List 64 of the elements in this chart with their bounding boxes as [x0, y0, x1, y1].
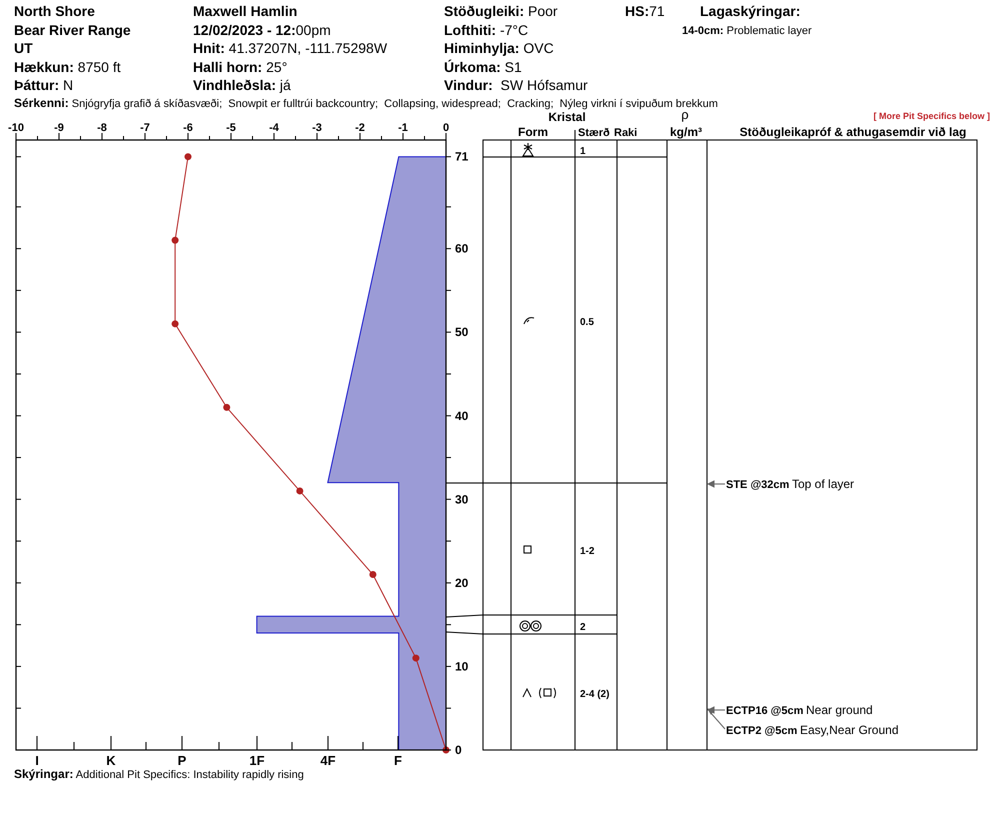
text: Stöðugleikapróf & athugasemdir við lag [740, 125, 966, 139]
text: 1F [249, 753, 265, 768]
text: Maxwell Hamlin [193, 3, 298, 19]
y-tick-label: 10 [455, 659, 469, 674]
text: K [106, 753, 116, 768]
text: 4F [320, 753, 336, 768]
text: Lofthiti: -7°C [444, 22, 528, 38]
text: ECTP2 @5cm [726, 725, 798, 737]
x-tick-label: -1 [398, 122, 408, 134]
text: Lagaskýringar: [700, 3, 800, 19]
text: I [35, 753, 39, 768]
text: 1-2 [580, 546, 595, 557]
text: [ More Pit Specifics below ] [873, 111, 990, 121]
text: 2 [580, 622, 586, 633]
text: North Shore [14, 3, 96, 19]
text: P [178, 753, 187, 768]
y-tick-label: 20 [455, 576, 469, 590]
x-tick-label: -2 [355, 122, 365, 134]
text: Easy,Near Ground [800, 723, 898, 737]
text: UT [14, 40, 34, 56]
text: Hækkun: 8750 ft [14, 59, 121, 75]
y-tick-label: 40 [455, 408, 469, 423]
text: 2-4 (2) [580, 689, 610, 700]
text: Úrkoma: S1 [444, 59, 522, 75]
text: 1 [580, 146, 586, 157]
x-tick-label: -3 [312, 122, 322, 134]
text: 0.5 [580, 317, 594, 328]
y-tick-label: 71 [455, 150, 469, 164]
text: Top of layer [792, 477, 854, 491]
x-tick-label: -10 [8, 122, 24, 134]
x-tick-label: -6 [183, 122, 193, 134]
text: Raki [614, 127, 638, 139]
text: F [394, 753, 402, 768]
x-tick-label: -4 [269, 122, 280, 134]
text: Form [518, 125, 548, 139]
text: Near ground [806, 703, 873, 717]
text: STE @32cm [726, 479, 790, 491]
x-tick-label: -5 [226, 122, 236, 134]
text: Halli horn: 25° [193, 59, 288, 75]
x-tick-label: 0 [442, 122, 450, 134]
text: HS:71 [625, 3, 665, 19]
text: Vindhleðsla: já [193, 77, 291, 93]
text: Kristal [548, 110, 586, 124]
text: Stöðugleiki: Poor [444, 3, 558, 19]
text: Himinhylja: OVC [444, 40, 554, 56]
y-tick-label: 50 [455, 325, 469, 340]
y-tick-label: 30 [455, 492, 469, 506]
text: Skýringar: Additional Pit Specifics: Instability rapidly rising [14, 767, 304, 781]
text: Bear River Range [14, 22, 131, 38]
y-tick-label: 60 [455, 242, 469, 256]
text: 14-0cm: Problematic layer [682, 25, 812, 37]
text: Hnit: 41.37207N, -111.75298W [193, 40, 388, 56]
text: ρ [681, 107, 689, 122]
x-tick-label: -9 [54, 122, 64, 134]
text: Stærð [578, 127, 610, 139]
text: Vindur: SW Hófsamur [444, 77, 588, 93]
text: 12/02/2023 - 12:00pm [193, 22, 331, 38]
x-tick-label: -7 [140, 122, 150, 134]
x-tick-label: -8 [97, 122, 107, 134]
text: Þáttur: N [14, 77, 74, 93]
y-tick-label: 0 [455, 743, 462, 757]
text: ECTP16 @5cm [726, 705, 804, 717]
text: kg/m³ [670, 125, 702, 139]
text: Sérkenni: Snjógryfja grafið á skíðasvæði; Snowpit er fulltrúi backcountry; Collapsing, widespread; Cracking; Nýleg virkni í svipuðum brekkum [14, 96, 718, 110]
